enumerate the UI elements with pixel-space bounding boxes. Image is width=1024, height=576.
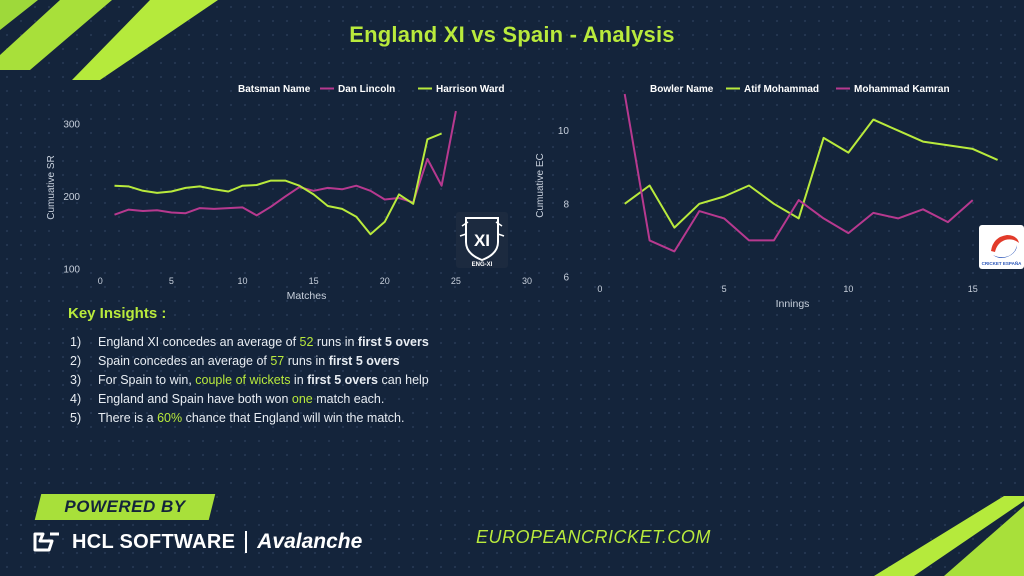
legend-label: Harrison Ward — [436, 84, 505, 95]
x-tick-label: 5 — [722, 284, 727, 294]
x-tick-label: 0 — [597, 284, 602, 294]
insights-title: Key Insights : — [68, 305, 167, 322]
legend-title: Batsman Name — [238, 84, 311, 95]
insight-text: Spain concedes an average of — [98, 354, 271, 368]
x-tick-label: 10 — [843, 284, 853, 294]
insight-item: 4) England and Spain have both won one ma… — [70, 392, 429, 411]
insight-text: first 5 overs — [307, 373, 379, 387]
england-shield-icon: XI ENG-XI — [459, 217, 505, 268]
y-tick-label: 10 — [558, 126, 570, 137]
insight-item: 5) There is a 60% chance that England wil… — [70, 411, 429, 430]
insights-list: 1) England XI concedes an average of 52 r… — [70, 335, 429, 430]
insight-item: 2) Spain concedes an average of 57 runs i… — [70, 354, 429, 373]
batsman-sr-chart: Batsman Name Dan Lincoln Harrison Ward1002… — [46, 84, 532, 302]
england-logo-text: ENG-XI — [472, 262, 493, 268]
y-axis-label: Cumuative SR — [46, 155, 57, 219]
insight-item: 1) England XI concedes an average of 52 r… — [70, 335, 429, 354]
spain-swoosh-icon: CRICKET ESPAÑA — [982, 235, 1022, 266]
insight-text: can help — [378, 373, 429, 387]
x-tick-label: 0 — [98, 276, 103, 286]
x-tick-label: 15 — [968, 284, 978, 294]
insight-text: chance that England will win the match. — [182, 411, 405, 425]
x-axis-label: Matches — [287, 290, 327, 302]
series-line — [114, 132, 442, 236]
spain-logo-text: CRICKET ESPAÑA — [982, 260, 1022, 266]
powered-by-label: POWERED BY — [64, 497, 186, 516]
insight-text: first 5 overs — [328, 354, 400, 368]
insight-text: in — [290, 373, 308, 387]
x-tick-label: 5 — [169, 276, 174, 286]
hcl-logo-icon — [33, 532, 59, 552]
x-tick-label: 15 — [309, 276, 319, 286]
y-tick-label: 6 — [563, 273, 569, 284]
insight-text: England and Spain have both won — [98, 392, 292, 406]
series-line — [624, 118, 999, 229]
x-tick-label: 25 — [451, 276, 461, 286]
insight-text: couple of wickets — [195, 373, 291, 387]
bottom-right-stripes — [874, 496, 1024, 576]
page-title: England XI vs Spain - Analysis — [349, 22, 675, 47]
x-axis-label: Innings — [776, 298, 810, 310]
insight-number: 1) — [70, 335, 82, 349]
x-tick-label: 20 — [380, 276, 390, 286]
series-line — [114, 110, 457, 217]
y-tick-label: 8 — [563, 199, 569, 210]
insight-text: England XI concedes an average of — [98, 335, 300, 349]
insight-text: one — [291, 392, 313, 406]
hcl-software-label: HCL SOFTWARE — [72, 530, 236, 553]
insight-text: There is a — [98, 411, 158, 425]
insight-number: 4) — [70, 392, 82, 406]
legend-label: Atif Mohammad — [744, 84, 819, 95]
insight-number: 5) — [70, 411, 82, 425]
legend-label: Mohammad Kamran — [854, 84, 950, 95]
bowler-ec-chart: Bowler Name Atif Mohammad Mohammad Kamran 6… — [535, 84, 999, 310]
cricket-espana-logo: CRICKET ESPAÑA — [979, 225, 1024, 269]
england-badge-text: XI — [474, 231, 490, 250]
insight-number: 2) — [70, 354, 82, 368]
insight-text: For Spain to win, — [98, 373, 196, 387]
england-xi-logo: XI ENG-XI — [456, 212, 508, 268]
insight-number: 3) — [70, 373, 82, 387]
website-url[interactable]: EUROPEANCRICKET.COM — [476, 527, 711, 547]
hcl-avalanche-logo: HCL SOFTWARE Avalanche — [32, 528, 362, 556]
y-tick-label: 100 — [63, 265, 80, 276]
legend-label: Dan Lincoln — [338, 84, 395, 95]
footer-separator — [245, 531, 248, 553]
powered-by-banner: POWERED BY — [34, 494, 216, 520]
y-tick-label: 200 — [63, 192, 80, 203]
insight-text: 60% — [157, 411, 183, 425]
insight-text: 57 — [270, 354, 285, 368]
legend-title: Bowler Name — [650, 84, 714, 95]
insight-text: match each. — [312, 392, 385, 406]
top-left-stripes — [0, 0, 218, 80]
x-tick-label: 10 — [237, 276, 247, 286]
insight-text: runs in — [284, 354, 329, 368]
y-axis-label: Cumuative EC — [535, 153, 546, 217]
insight-text: 52 — [299, 335, 314, 349]
avalanche-label: Avalanche — [257, 530, 363, 553]
insight-text: first 5 overs — [357, 335, 429, 349]
x-tick-label: 30 — [522, 276, 532, 286]
series-line — [623, 93, 974, 253]
insight-text: runs in — [313, 335, 358, 349]
y-tick-label: 300 — [63, 120, 80, 131]
insight-item: 3) For Spain to win, couple of wickets in… — [70, 373, 429, 392]
